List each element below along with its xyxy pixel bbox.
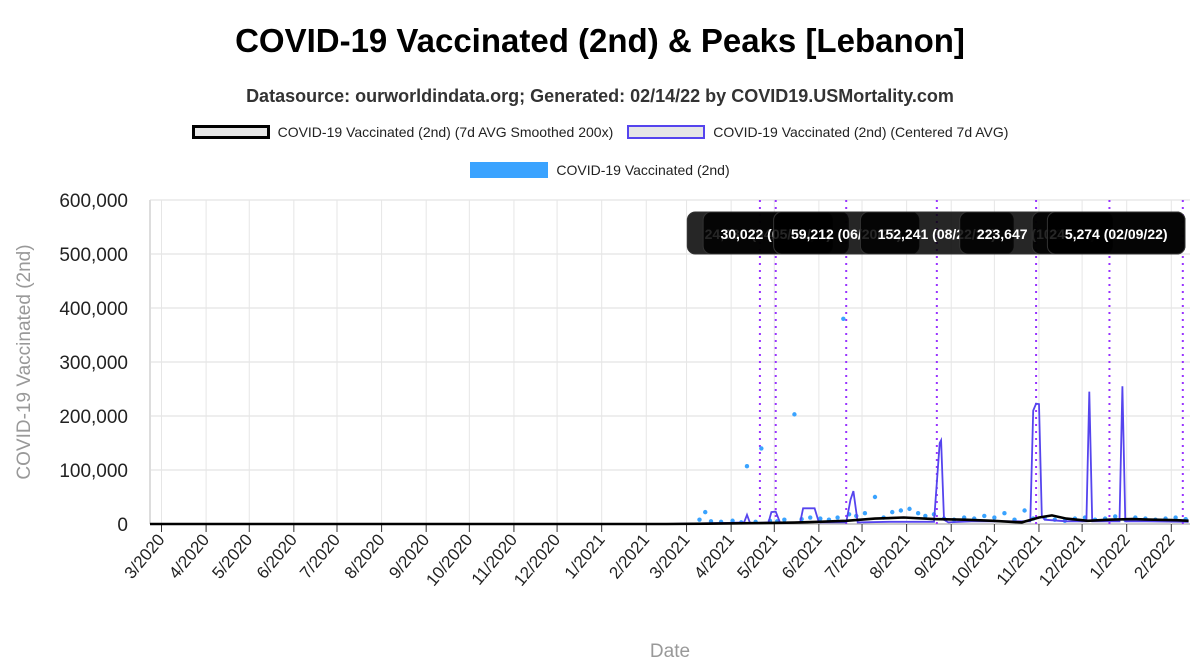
- x-tick-label: 7/2020: [296, 530, 344, 582]
- legend-label-centered: COVID-19 Vaccinated (2nd) (Centered 7d A…: [713, 124, 1009, 140]
- raw-data-point: [1173, 515, 1178, 520]
- x-tick-label: 10/2020: [422, 530, 476, 589]
- y-tick-label: 200,000: [59, 407, 128, 428]
- x-tick-label: 7/2021: [821, 530, 869, 582]
- y-tick-label: 0: [117, 515, 128, 536]
- raw-data-point: [1002, 511, 1007, 516]
- legend-row-2: COVID-19 Vaccinated (2nd): [0, 162, 1200, 178]
- raw-data-point: [792, 412, 797, 417]
- raw-data-point: [818, 516, 823, 521]
- raw-data-point: [835, 515, 840, 520]
- x-tick-label: 4/2020: [165, 530, 213, 582]
- raw-data-point: [923, 513, 928, 519]
- y-tick-label: 400,000: [59, 299, 128, 320]
- x-tick-label: 5/2020: [208, 530, 256, 582]
- legend-item-centered[interactable]: COVID-19 Vaccinated (2nd) (Centered 7d A…: [627, 124, 1008, 140]
- legend-swatch-smoothed: [191, 125, 270, 139]
- x-tick-label: 4/2021: [690, 530, 738, 582]
- smoothed-avg-line: [150, 514, 1189, 526]
- x-tick-label: 8/2020: [341, 530, 389, 582]
- raw-data-point: [1022, 508, 1027, 513]
- x-tick-label: 5/2021: [733, 530, 781, 582]
- centered-avg-line: [150, 386, 1189, 525]
- raw-data-point: [744, 464, 750, 469]
- y-tick-label: 300,000: [59, 353, 128, 374]
- y-tick-label: 100,000: [59, 461, 128, 482]
- raw-data-point: [982, 513, 987, 519]
- raw-data-point: [841, 316, 846, 321]
- legend-swatch-centered: [627, 125, 706, 139]
- x-tick-label: 1/2021: [561, 530, 609, 582]
- x-tick-label: 2/2022: [1130, 530, 1178, 582]
- x-tick-label: 2/2021: [605, 530, 653, 582]
- raw-data-point: [898, 508, 904, 513]
- x-axis-title: Date: [650, 641, 690, 662]
- raw-data-point: [890, 509, 895, 515]
- raw-data-point: [907, 506, 912, 512]
- raw-data-point: [703, 509, 708, 515]
- peak-label-text: 5,274 (02/09/22): [1065, 226, 1168, 242]
- raw-data-point: [808, 515, 813, 520]
- raw-data-point: [915, 511, 921, 516]
- raw-data-point: [782, 517, 787, 522]
- chart-title: COVID-19 Vaccinated (2nd) & Peaks [Leban…: [235, 22, 965, 59]
- x-tick-label: 12/2020: [510, 530, 564, 589]
- legend-swatch-raw: [470, 162, 549, 178]
- x-tick-label: 1/2022: [1086, 530, 1134, 582]
- y-tick-label: 600,000: [59, 191, 128, 212]
- raw-data-point: [872, 494, 878, 500]
- x-tick-label: 3/2021: [646, 530, 694, 582]
- peak-label-box: [1046, 211, 1186, 255]
- raw-data-point: [1113, 514, 1118, 519]
- legend-item-raw[interactable]: COVID-19 Vaccinated (2nd): [470, 162, 730, 178]
- x-tick-label: 10/2021: [947, 530, 1001, 589]
- y-tick-label: 500,000: [59, 245, 128, 266]
- legend-row-1: COVID-19 Vaccinated (2nd) (7d AVG Smooth…: [0, 124, 1200, 140]
- y-axis-title: COVID-19 Vaccinated (2nd): [14, 244, 35, 479]
- legend-label-raw: COVID-19 Vaccinated (2nd): [556, 162, 730, 178]
- chart-subtitle: Datasource: ourworldindata.org; Generate…: [246, 86, 954, 106]
- raw-data-point: [862, 511, 868, 516]
- x-tick-label: 3/2020: [121, 530, 169, 582]
- x-tick-label: 6/2020: [253, 530, 301, 582]
- raw-data-point: [759, 446, 764, 451]
- x-tick-label: 8/2021: [866, 530, 914, 582]
- raw-data-point: [992, 515, 997, 520]
- legend-label-smoothed: COVID-19 Vaccinated (2nd) (7d AVG Smooth…: [277, 124, 614, 140]
- x-tick-label: 12/2021: [1035, 530, 1089, 589]
- legend-item-smoothed[interactable]: COVID-19 Vaccinated (2nd) (7d AVG Smooth…: [191, 124, 614, 140]
- raw-data-point: [697, 517, 702, 522]
- x-tick-label: 6/2021: [778, 530, 826, 582]
